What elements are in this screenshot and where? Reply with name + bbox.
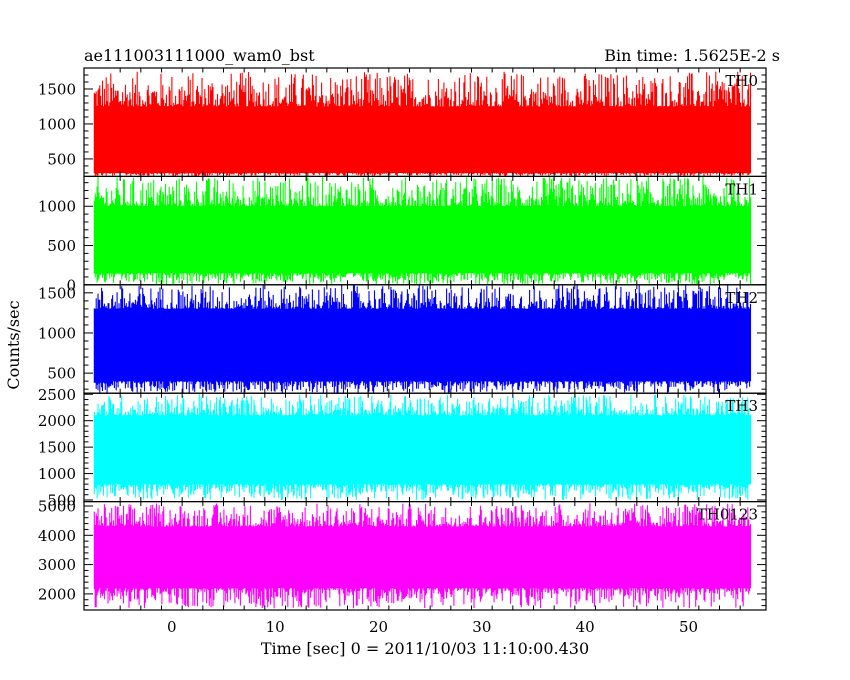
- panel-label-th1: TH1: [725, 180, 758, 198]
- y-tick-label: 2000: [38, 412, 76, 430]
- y-axis-label: Counts/sec: [4, 300, 23, 389]
- panel-th0: 500 1000 1500 TH0: [38, 67, 767, 178]
- panel-label-th0: TH0: [725, 72, 758, 90]
- y-tick-label: 1000: [38, 465, 76, 483]
- series-spikes-th0123: [93, 503, 752, 609]
- series-spikes-th0: [93, 71, 752, 177]
- y-tick-label: 500: [47, 365, 76, 383]
- panel-frame: [83, 501, 767, 611]
- header-right-bin-time: Bin time: 1.5625E-2 s: [604, 46, 780, 65]
- series-spikes-th1: [93, 176, 752, 285]
- header-left-title: ae111003111000_wam0_bst: [84, 46, 315, 65]
- y-tick-label: 2500: [38, 386, 76, 404]
- x-axis: 0 10 20 30 40 50: [167, 618, 698, 636]
- y-tick-label: 1500: [38, 439, 76, 457]
- series-spikes-th3: [93, 394, 752, 500]
- y-tick-label: 0: [66, 276, 76, 294]
- y-tick-label: 1500: [38, 80, 76, 98]
- y-tick-label: 3000: [38, 556, 76, 574]
- y-tick-label: 2000: [38, 585, 76, 603]
- x-tick-label: 0: [167, 618, 177, 636]
- y-tick-label: 1000: [38, 115, 76, 133]
- y-tick-label: 1000: [38, 324, 76, 342]
- y-tick-label: 4000: [38, 527, 76, 545]
- x-tick-label: 30: [472, 618, 491, 636]
- y-tick-label: 500: [47, 492, 76, 510]
- panel-th1: 0 500 1000 TH1: [38, 175, 767, 294]
- panel-label-th0123: TH0123: [697, 506, 758, 524]
- x-tick-label: 40: [576, 618, 595, 636]
- y-tick-label: 5000: [38, 497, 76, 515]
- panel-th3: 500 1000 1500 2000 2500 TH3: [38, 386, 767, 510]
- y-tick-label: 500: [47, 237, 76, 255]
- x-tick-label: 10: [266, 618, 285, 636]
- x-tick-label: 20: [369, 618, 388, 636]
- y-tick-label: 1000: [38, 198, 76, 216]
- y-tick-label: 1500: [38, 284, 76, 302]
- y-tick-label: 500: [47, 150, 76, 168]
- panel-th2: 500 1000 1500 TH2: [38, 284, 767, 394]
- series-spikes-th2: [93, 284, 752, 394]
- x-axis-label: Time [sec] 0 = 2011/10/03 11:10:00.430: [261, 639, 589, 658]
- panel-label-th2: TH2: [725, 289, 758, 307]
- x-tick-label: 50: [679, 618, 698, 636]
- panel-th0123: 2000 3000 4000 5000 TH0123: [38, 497, 767, 611]
- panel-label-th3: TH3: [725, 397, 758, 415]
